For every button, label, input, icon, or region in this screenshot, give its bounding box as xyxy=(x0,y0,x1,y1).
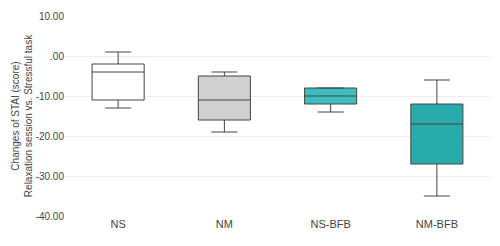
svg-text:10.00: 10.00 xyxy=(39,11,64,22)
svg-text:NM-BFB: NM-BFB xyxy=(416,218,458,230)
svg-text:-20.00: -20.00 xyxy=(36,131,65,142)
svg-text:.00: .00 xyxy=(50,51,64,62)
svg-text:NS: NS xyxy=(110,218,125,230)
svg-text:Changes of STAI (score)Relaxat: Changes of STAI (score)Relaxation sessio… xyxy=(10,34,34,197)
svg-text:-30.00: -30.00 xyxy=(36,171,65,182)
svg-text:-10.00: -10.00 xyxy=(36,91,65,102)
svg-text:-40.00: -40.00 xyxy=(36,211,65,222)
svg-text:NM: NM xyxy=(216,218,233,230)
svg-text:NS-BFB: NS-BFB xyxy=(310,218,350,230)
